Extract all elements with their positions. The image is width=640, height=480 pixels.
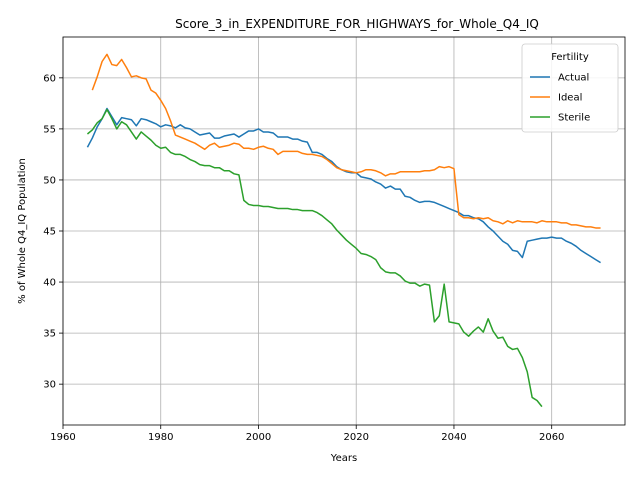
x-tick-label: 2020 — [343, 432, 368, 443]
y-tick-label: 55 — [43, 124, 56, 135]
series-line-ideal — [91, 53, 601, 229]
y-tick-label: 40 — [43, 278, 56, 289]
x-tick-label: 2060 — [539, 432, 564, 443]
y-tick-label: 35 — [43, 329, 56, 340]
x-tick-label: 1960 — [50, 432, 75, 443]
legend-entries: Actual Ideal Sterile — [530, 73, 590, 124]
x-tick-label: 1980 — [148, 432, 173, 443]
plot-frame — [62, 36, 626, 426]
x-axis-label: Years — [330, 453, 357, 464]
legend-label-ideal: Ideal — [558, 93, 582, 104]
grid — [62, 37, 625, 425]
chart-title: Score_3_in_EXPENDITURE_FOR_HIGHWAYS_for_… — [175, 17, 539, 31]
x-tick-label: 2000 — [246, 432, 271, 443]
legend-label-sterile: Sterile — [558, 113, 590, 124]
x-tick-label: 2040 — [441, 432, 466, 443]
y-tick-label: 50 — [43, 175, 56, 186]
plot-series — [86, 53, 601, 408]
legend-title: Fertility — [551, 52, 589, 63]
y-axis-label: % of Whole Q4_IQ Population — [17, 158, 28, 304]
series-line-sterile — [86, 108, 543, 408]
legend: Fertility Actual Ideal Sterile — [521, 43, 619, 133]
axis-ticks: 1960 1980 2000 2020 2040 2060 30 35 40 45 50 55 60 — [43, 73, 564, 443]
legend-label-actual: Actual — [558, 73, 589, 84]
y-tick-label: 60 — [43, 73, 56, 84]
y-tick-label: 45 — [43, 227, 56, 238]
legend-box — [521, 43, 619, 133]
y-tick-label: 30 — [43, 380, 56, 391]
